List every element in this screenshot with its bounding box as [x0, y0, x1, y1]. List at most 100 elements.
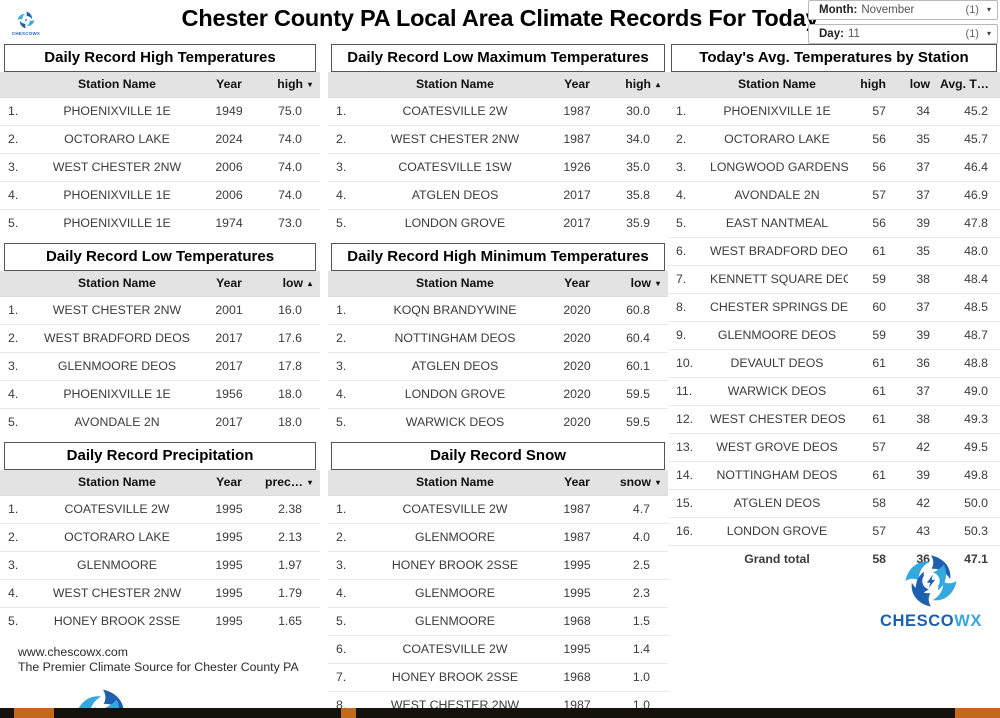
column-header-year[interactable]: Year	[200, 72, 258, 98]
column-header-station-name[interactable]: Station Name	[34, 72, 200, 98]
table-row[interactable]: 5. WARWICK DEOS 2020 59.5	[328, 408, 668, 436]
cell-station-name: WEST GROVE DEOS	[706, 433, 848, 462]
panel-record-low-max: Daily Record Low Maximum Temperatures St…	[328, 44, 668, 237]
cell-station-name: LONGWOOD GARDENS DEOS	[706, 153, 848, 182]
table-row[interactable]: 1. KOQN BRANDYWINE 2020 60.8	[328, 296, 668, 325]
cell-avg-t: 50.0	[936, 489, 1000, 518]
column-header-station-name[interactable]: Station Name	[362, 470, 548, 496]
chevron-down-icon[interactable]: ▾	[986, 5, 991, 14]
cell-station-name: AVONDALE 2N	[706, 181, 848, 210]
scrollbar-thumb-right[interactable]	[955, 708, 1000, 718]
table-row[interactable]: 7. KENNETT SQUARE DEOS 59 38 48.4	[668, 265, 1000, 294]
cell-year: 2020	[548, 324, 606, 353]
column-header-rank[interactable]	[0, 271, 34, 297]
table-row[interactable]: 2. OCTORARO LAKE 1995 2.13	[0, 523, 320, 552]
column-header-rank[interactable]	[328, 470, 362, 496]
table-row[interactable]: 4. PHOENIXVILLE 1E 2006 74.0	[0, 181, 320, 210]
table-row[interactable]: 3. WEST CHESTER 2NW 2006 74.0	[0, 153, 320, 182]
table-row[interactable]: 3. ATGLEN DEOS 2020 60.1	[328, 352, 668, 381]
table-row[interactable]: 3.LONGWOOD GARDENS DEOS563746.4	[668, 153, 1000, 182]
column-header-snow[interactable]: snow ▾	[606, 470, 668, 496]
table-row[interactable]: 2. NOTTINGHAM DEOS 2020 60.4	[328, 324, 668, 353]
column-header-year[interactable]: Year	[548, 271, 606, 297]
column-header-low[interactable]: low	[892, 72, 936, 98]
cell-year: 2017	[548, 209, 606, 237]
table-row[interactable]: 10. DEVAULT DEOS 61 36 48.8	[668, 349, 1000, 378]
table-row[interactable]: 2. WEST BRADFORD DEOS 2017 17.6	[0, 324, 320, 353]
column-header-rank[interactable]	[0, 72, 34, 98]
column-header-rank[interactable]	[668, 72, 706, 98]
column-header-rank[interactable]	[328, 271, 362, 297]
month-filter[interactable]: Month: November (1) ▾	[808, 0, 998, 20]
table-row[interactable]: 16. LONDON GROVE 57 43 50.3	[668, 517, 1000, 546]
table-row[interactable]: 12. WEST CHESTER DEOS 61 38 49.3	[668, 405, 1000, 434]
table-row[interactable]: 1. COATESVILLE 2W 1995 2.38	[0, 495, 320, 524]
table-row[interactable]: 8.CHESTER SPRINGS DEOS603748.5	[668, 293, 1000, 322]
table-row[interactable]: 1. PHOENIXVILLE 1E 1949 75.0	[0, 97, 320, 126]
column-header-rank[interactable]	[328, 72, 362, 98]
table-row[interactable]: 4. PHOENIXVILLE 1E 1956 18.0	[0, 380, 320, 409]
table-row[interactable]: 2. GLENMOORE 1987 4.0	[328, 523, 668, 552]
cell-rank: 3.	[0, 153, 34, 182]
scrollbar-thumb-mid[interactable]	[341, 708, 356, 718]
column-header-prec[interactable]: prec… ▾	[258, 470, 320, 496]
table-row[interactable]: 1. COATESVILLE 2W 1987 30.0	[328, 97, 668, 126]
scrollbar-thumb-left[interactable]	[14, 708, 54, 718]
cell-station-name: PHOENIXVILLE 1E	[706, 97, 848, 126]
column-header-high[interactable]: high ▴	[606, 72, 668, 98]
column-header-year[interactable]: Year	[548, 470, 606, 496]
column-header-low[interactable]: low ▴	[258, 271, 320, 297]
cell-rank: 4.	[0, 380, 34, 409]
column-header-rank[interactable]	[0, 470, 34, 496]
table-row[interactable]: 13. WEST GROVE DEOS 57 42 49.5	[668, 433, 1000, 462]
table-row[interactable]: 6. COATESVILLE 2W 1995 1.4	[328, 635, 668, 664]
table-row[interactable]: 2. WEST CHESTER 2NW 1987 34.0	[328, 125, 668, 154]
column-header-station-name[interactable]: Station Name	[34, 271, 200, 297]
table-row[interactable]: 11. WARWICK DEOS 61 37 49.0	[668, 377, 1000, 406]
table-row[interactable]: 2. OCTORARO LAKE 56 35 45.7	[668, 125, 1000, 154]
day-filter[interactable]: Day: 11 (1) ▾	[808, 24, 998, 44]
column-header-station-name[interactable]: Station Name	[34, 470, 200, 496]
cell-rank: 7.	[328, 663, 362, 692]
table-row[interactable]: 3. HONEY BROOK 2SSE 1995 2.5	[328, 551, 668, 580]
table-row[interactable]: 5. GLENMOORE 1968 1.5	[328, 607, 668, 636]
table-row[interactable]: 5. EAST NANTMEAL 56 39 47.8	[668, 209, 1000, 238]
table-row[interactable]: 3. GLENMOORE 1995 1.97	[0, 551, 320, 580]
chevron-down-icon[interactable]: ▾	[986, 29, 991, 38]
column-header-year[interactable]: Year	[200, 470, 258, 496]
table-row[interactable]: 1. PHOENIXVILLE 1E 57 34 45.2	[668, 97, 1000, 126]
table-row[interactable]: 5. LONDON GROVE 2017 35.9	[328, 209, 668, 237]
horizontal-scrollbar[interactable]	[0, 708, 1000, 718]
column-header-high[interactable]: high	[848, 72, 892, 98]
column-header-avg-t[interactable]: Avg. T…	[936, 72, 1000, 98]
table-row[interactable]: 4. AVONDALE 2N 57 37 46.9	[668, 181, 1000, 210]
column-header-station-name[interactable]: Station Name	[362, 72, 548, 98]
column-header-station-name[interactable]: Station Name	[362, 271, 548, 297]
table-row[interactable]: 4. GLENMOORE 1995 2.3	[328, 579, 668, 608]
table-row[interactable]: 5. HONEY BROOK 2SSE 1995 1.65	[0, 607, 320, 635]
table-row[interactable]: 3. COATESVILLE 1SW 1926 35.0	[328, 153, 668, 182]
table-row[interactable]: 1. WEST CHESTER 2NW 2001 16.0	[0, 296, 320, 325]
table-row[interactable]: 5. AVONDALE 2N 2017 18.0	[0, 408, 320, 436]
table-row[interactable]: 15. ATGLEN DEOS 58 42 50.0	[668, 489, 1000, 518]
table-row[interactable]: 3. GLENMOORE DEOS 2017 17.8	[0, 352, 320, 381]
table-row[interactable]: 4. LONDON GROVE 2020 59.5	[328, 380, 668, 409]
table-row[interactable]: 9. GLENMOORE DEOS 59 39 48.7	[668, 321, 1000, 350]
cell-station-name: WEST CHESTER 2NW	[34, 579, 200, 608]
table-row[interactable]: 4. ATGLEN DEOS 2017 35.8	[328, 181, 668, 210]
cell-year: 1987	[548, 523, 606, 552]
panel-record-low: Daily Record Low Temperatures Station Na…	[0, 243, 320, 436]
column-header-high[interactable]: high ▾	[258, 72, 320, 98]
table-row[interactable]: 5. PHOENIXVILLE 1E 1974 73.0	[0, 209, 320, 237]
column-header-year[interactable]: Year	[548, 72, 606, 98]
table-row[interactable]: 2. OCTORARO LAKE 2024 74.0	[0, 125, 320, 154]
cell-low: 35	[892, 237, 936, 266]
table-row[interactable]: 4. WEST CHESTER 2NW 1995 1.79	[0, 579, 320, 608]
column-header-year[interactable]: Year	[200, 271, 258, 297]
table-row[interactable]: 14. NOTTINGHAM DEOS 61 39 49.8	[668, 461, 1000, 490]
table-row[interactable]: 7. HONEY BROOK 2SSE 1968 1.0	[328, 663, 668, 692]
table-row[interactable]: 6. WEST BRADFORD DEOS 61 35 48.0	[668, 237, 1000, 266]
column-header-low[interactable]: low ▾	[606, 271, 668, 297]
column-header-station-name[interactable]: Station Name	[706, 72, 848, 98]
table-row[interactable]: 1. COATESVILLE 2W 1987 4.7	[328, 495, 668, 524]
